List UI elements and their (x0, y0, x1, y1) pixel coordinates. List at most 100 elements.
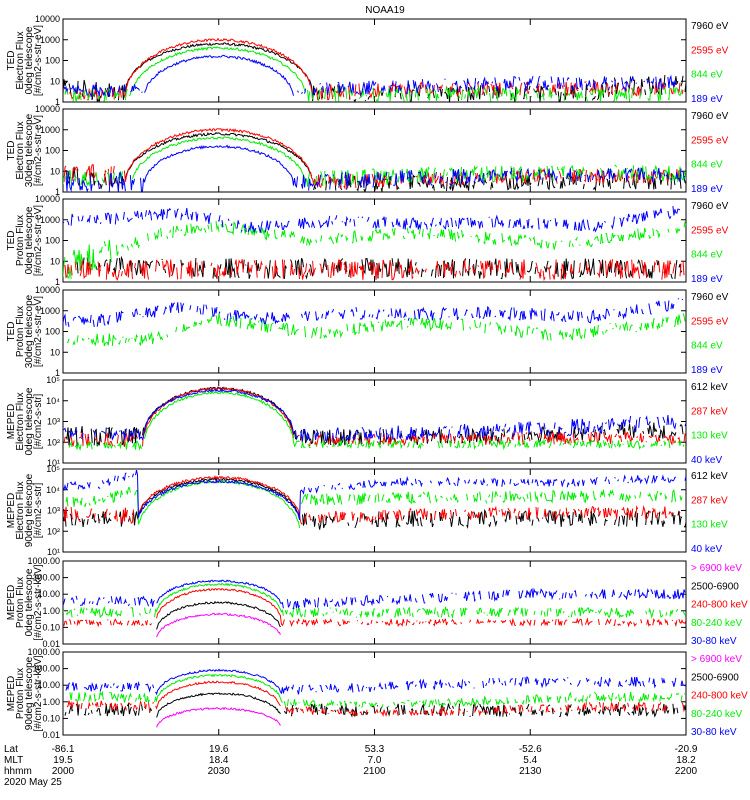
x-tick-label-hhmm: 2100 (363, 766, 386, 777)
x-tick-label-lat: 53.3 (365, 744, 385, 755)
series-30-80-kev (65, 668, 686, 696)
panel-7: 0.01 0.10 1.00 10.00 100.00 1000.00 MEPEDProto… (6, 556, 748, 649)
series-40-kev (63, 469, 686, 521)
x-row-label-hhmm: hhmm (4, 766, 32, 777)
legend-entry: 844 eV (691, 160, 723, 171)
y-tick-label: 10⁴ (46, 485, 60, 495)
y-axis-label-line: Proton Flux (15, 577, 26, 628)
y-tick-label: 10 (50, 347, 60, 357)
x-tick-label-mlt: 19.5 (53, 755, 73, 766)
y-tick-label: 10³ (47, 506, 60, 516)
y-axis-label-line: [#/cm2-s-str-eV] (33, 296, 44, 367)
legend-entry: 189 eV (691, 274, 723, 285)
y-tick-label: 1 (55, 97, 60, 107)
series-40-kev (63, 388, 686, 442)
y-axis-label-line: Proton Flux (15, 668, 26, 719)
x-tick-label-hhmm: 2200 (675, 766, 698, 777)
series-2500-6900 (156, 600, 281, 630)
y-axis-label-line: [#/cm2-s-str-eV] (33, 115, 44, 186)
y-axis-label-line: TED (6, 141, 17, 161)
legend-entry: 40 keV (691, 544, 722, 555)
y-tick-label: 10⁴ (46, 396, 60, 406)
legend-entry: 130 keV (691, 520, 728, 531)
legend-entry: 240-800 keV (691, 600, 748, 611)
y-tick-label: 0.10 (42, 622, 60, 632)
y-tick-label: 10⁵ (46, 464, 60, 474)
y-tick-label: 10000 (35, 194, 60, 204)
legend-entry: 844 eV (691, 341, 723, 352)
y-tick-label: 0.01 (42, 639, 60, 649)
y-axis-label-line: Electron Flux (15, 121, 26, 179)
legend-entry: 30-80 keV (691, 636, 737, 647)
legend-entry: 189 eV (691, 365, 723, 376)
y-tick-label: 10000 (35, 285, 60, 295)
legend-entry: 130 keV (691, 431, 728, 442)
legend-entry: 287 keV (691, 406, 728, 417)
series-287-kev (63, 386, 686, 448)
y-tick-label: 100 (45, 327, 60, 337)
legend-entry: 2500-6900 (691, 672, 739, 683)
y-tick-label: 100 (45, 146, 60, 156)
legend-entry: 7960 eV (691, 201, 729, 212)
series-80-240-kev (69, 673, 686, 709)
legend-entry: 30-80 keV (691, 727, 737, 738)
legend-entry: 2595 eV (691, 316, 729, 327)
panel-frame (62, 198, 687, 283)
series-80-240-kev (63, 582, 686, 619)
legend-entry: 7960 eV (691, 292, 729, 303)
legend-entry: 844 eV (691, 70, 723, 81)
y-axis-label-line: [#/cm2-s-str-keV] (33, 564, 44, 640)
y-tick-label: 1000 (40, 125, 60, 135)
legend-entry: 80-240 keV (691, 618, 742, 629)
series-189-ev (65, 144, 686, 192)
series-30-80-kev (63, 579, 686, 610)
x-tick-label-mlt: 7.0 (368, 755, 382, 766)
x-tick-label-hhmm: 2130 (519, 766, 542, 777)
legend-entry: 2595 eV (691, 135, 729, 146)
y-tick-label: 1000 (40, 35, 60, 45)
y-tick-label: 10⁵ (46, 375, 60, 385)
legend-entry: 287 keV (691, 495, 728, 506)
series-2595-ev (63, 39, 686, 100)
y-axis-label-line: 0deg telescope (24, 387, 35, 455)
y-axis-label-line: 0deg telescope (24, 568, 35, 636)
y-axis-label-line: Electron Flux (15, 31, 26, 89)
legend-entry: 189 eV (691, 184, 723, 195)
y-tick-label: 10000 (35, 104, 60, 114)
y-axis-label-line: 30deg telescope (24, 294, 35, 368)
series-189-ev (63, 206, 685, 233)
series-189-ev (63, 297, 686, 327)
y-tick-label: 10² (47, 526, 60, 536)
x-tick-label-lat: 19.6 (209, 744, 229, 755)
x-tick-label-hhmm: 2000 (52, 766, 75, 777)
series-240-800-kev (67, 681, 686, 716)
y-axis-label-line: [#/cm2-s-str] (33, 483, 44, 539)
y-axis-label-line: Electron Flux (15, 481, 26, 539)
y-tick-label: 10 (50, 256, 60, 266)
series-612-kev (63, 477, 686, 530)
y-axis-label-line: Proton Flux (15, 215, 26, 266)
series-844-ev (63, 220, 686, 279)
y-axis-label-line: 90deg telescope (24, 656, 35, 730)
series-612-kev (65, 386, 686, 447)
legend-entry: 2595 eV (691, 225, 729, 236)
y-axis-label-line: [#/cm2-s-str-keV] (33, 655, 44, 731)
y-axis-label-line: [#/cm2-s-str-eV] (33, 205, 44, 276)
series-844-ev (63, 136, 686, 187)
panel-8: 0.01 0.10 1.00 10.00 100.00 1000.00 MEPEDProto… (6, 647, 748, 740)
legend-entry: > 6900 keV (691, 654, 742, 665)
y-tick-label: 1000 (40, 215, 60, 225)
x-tick-label-mlt: 18.2 (676, 755, 696, 766)
y-axis-label-line: TED (6, 51, 17, 71)
series--6900-kev (156, 612, 281, 638)
y-tick-label: 1000.00 (27, 647, 60, 657)
series--6900-kev (156, 706, 281, 728)
legend-entry: 7960 eV (691, 111, 729, 122)
y-tick-label: 10 (50, 76, 60, 86)
series-2595-ev (64, 259, 685, 282)
y-axis-label-line: 30deg telescope (24, 113, 35, 187)
